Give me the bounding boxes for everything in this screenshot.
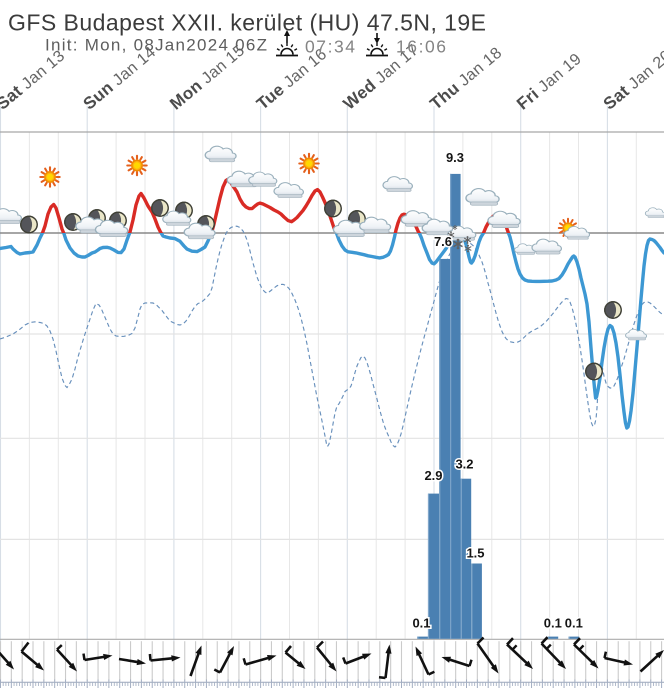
- svg-text:7.6: 7.6: [434, 234, 452, 249]
- svg-text:16:06: 16:06: [396, 37, 446, 57]
- svg-text:3.2: 3.2: [455, 457, 473, 472]
- svg-text:0.1: 0.1: [565, 616, 583, 631]
- svg-text:0.1: 0.1: [412, 616, 430, 631]
- svg-text:0.1: 0.1: [544, 616, 562, 631]
- svg-text:07:34: 07:34: [305, 37, 355, 57]
- svg-text:GFS Budapest XXII. kerület (HU: GFS Budapest XXII. kerület (HU) 47.5N, 1…: [8, 10, 486, 36]
- svg-text:9.3: 9.3: [446, 150, 464, 165]
- svg-text:2.9: 2.9: [424, 468, 442, 483]
- svg-text:Init: Mon, 08Jan2024 06Z: Init: Mon, 08Jan2024 06Z: [45, 36, 267, 55]
- svg-text:1.5: 1.5: [466, 546, 484, 561]
